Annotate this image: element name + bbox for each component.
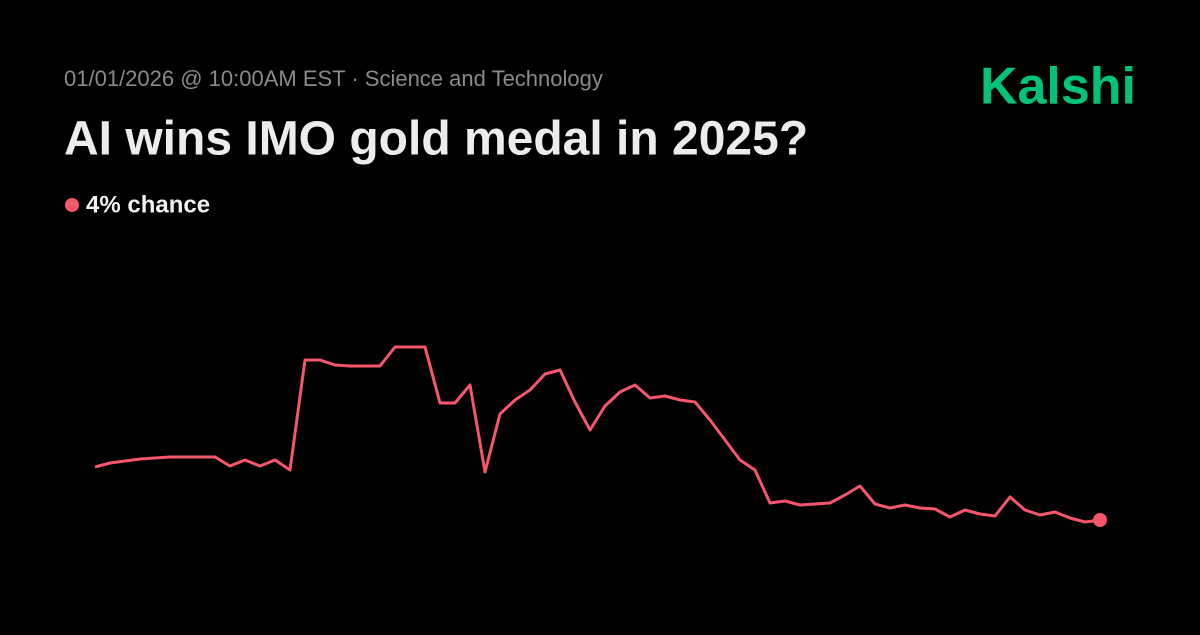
brand-logo: Kalshi	[980, 58, 1136, 116]
legend-dot	[65, 198, 79, 212]
annotation: 4% chance	[86, 191, 210, 218]
price-line	[94, 345, 1101, 524]
subtitle: 01/01/2026 @ 10:00AM EST · Science and T…	[64, 66, 603, 91]
chart-title: AI wins IMO gold medal in 2025?	[64, 113, 808, 166]
last-point	[1093, 513, 1107, 527]
